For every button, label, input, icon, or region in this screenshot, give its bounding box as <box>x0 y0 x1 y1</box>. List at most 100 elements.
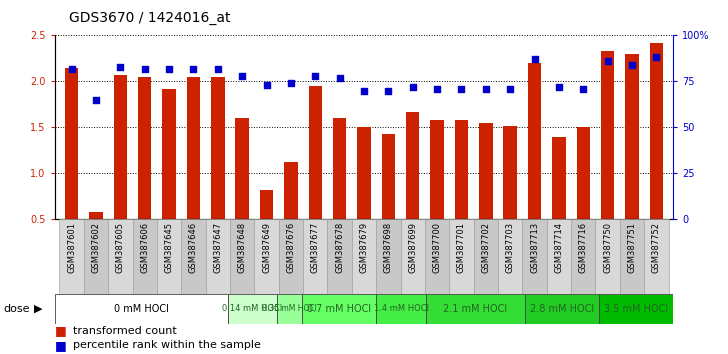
Text: 0.35 mM HOCl: 0.35 mM HOCl <box>262 304 317 313</box>
Text: GSM387752: GSM387752 <box>652 222 661 273</box>
Bar <box>211 77 224 219</box>
Point <box>602 58 614 64</box>
Bar <box>132 219 157 294</box>
Bar <box>620 219 644 294</box>
Bar <box>260 190 273 219</box>
Bar <box>376 294 426 324</box>
Text: GSM387714: GSM387714 <box>555 222 563 273</box>
Bar <box>599 294 673 324</box>
Bar <box>376 219 400 294</box>
Text: GSM387677: GSM387677 <box>311 222 320 273</box>
Text: 2.1 mM HOCl: 2.1 mM HOCl <box>443 304 507 314</box>
Bar <box>547 219 571 294</box>
Bar <box>302 294 376 324</box>
Point <box>456 86 467 92</box>
Point <box>334 75 346 81</box>
Text: GSM387703: GSM387703 <box>506 222 515 273</box>
Bar <box>277 294 302 324</box>
Point <box>407 84 419 90</box>
Bar <box>596 219 620 294</box>
Bar <box>333 118 347 219</box>
Text: GSM387701: GSM387701 <box>457 222 466 273</box>
Text: GSM387750: GSM387750 <box>603 222 612 273</box>
Bar <box>352 219 376 294</box>
Bar <box>381 134 395 219</box>
Text: 0 mM HOCl: 0 mM HOCl <box>114 304 169 314</box>
Bar <box>187 77 200 219</box>
Bar <box>400 219 425 294</box>
Text: ■: ■ <box>55 339 66 352</box>
Point <box>212 66 223 72</box>
Bar <box>90 212 103 219</box>
Text: GSM387601: GSM387601 <box>67 222 76 273</box>
Bar <box>528 63 541 219</box>
Point <box>163 66 175 72</box>
Text: GSM387699: GSM387699 <box>408 222 417 273</box>
Bar <box>279 219 303 294</box>
Point <box>480 86 491 92</box>
Text: GSM387646: GSM387646 <box>189 222 198 273</box>
Bar <box>625 54 638 219</box>
Point <box>651 55 662 60</box>
Bar <box>571 219 596 294</box>
Point <box>431 86 443 92</box>
Point <box>577 86 589 92</box>
Text: 3.5 mM HOCl: 3.5 mM HOCl <box>604 304 668 314</box>
Text: GSM387751: GSM387751 <box>628 222 636 273</box>
Bar <box>157 219 181 294</box>
Point <box>90 97 102 103</box>
Text: GSM387713: GSM387713 <box>530 222 539 273</box>
Bar <box>357 127 371 219</box>
Text: GDS3670 / 1424016_at: GDS3670 / 1424016_at <box>69 11 231 25</box>
Text: ■: ■ <box>55 325 66 337</box>
Bar <box>205 219 230 294</box>
Text: GSM387702: GSM387702 <box>481 222 491 273</box>
Text: GSM387645: GSM387645 <box>165 222 173 273</box>
Text: 2.8 mM HOCl: 2.8 mM HOCl <box>530 304 594 314</box>
Text: GSM387606: GSM387606 <box>141 222 149 273</box>
Bar <box>230 219 254 294</box>
Bar <box>504 126 517 219</box>
Bar <box>162 89 175 219</box>
Text: GSM387647: GSM387647 <box>213 222 222 273</box>
Text: GSM387700: GSM387700 <box>432 222 442 273</box>
Bar <box>254 219 279 294</box>
Text: GSM387679: GSM387679 <box>360 222 368 273</box>
Text: GSM387648: GSM387648 <box>237 222 247 273</box>
Bar <box>449 219 474 294</box>
Point <box>114 64 126 69</box>
Text: GSM387678: GSM387678 <box>335 222 344 273</box>
Bar <box>406 112 419 219</box>
Bar <box>108 219 132 294</box>
Bar <box>309 86 322 219</box>
Text: GSM387605: GSM387605 <box>116 222 125 273</box>
Point <box>626 62 638 68</box>
Text: GSM387698: GSM387698 <box>384 222 393 273</box>
Text: GSM387602: GSM387602 <box>92 222 100 273</box>
Point <box>188 66 199 72</box>
Text: 0.14 mM HOCl: 0.14 mM HOCl <box>223 304 282 313</box>
Bar <box>328 219 352 294</box>
Point <box>382 88 394 93</box>
Text: GSM387676: GSM387676 <box>286 222 296 273</box>
Point <box>285 80 297 86</box>
Text: transformed count: transformed count <box>73 326 177 336</box>
Bar <box>455 120 468 219</box>
Text: GSM387716: GSM387716 <box>579 222 587 273</box>
Text: percentile rank within the sample: percentile rank within the sample <box>73 340 261 350</box>
Bar <box>601 51 614 219</box>
Bar <box>644 219 668 294</box>
Bar <box>181 219 205 294</box>
Bar <box>114 75 127 219</box>
Point <box>553 84 565 90</box>
Bar <box>523 219 547 294</box>
Text: dose: dose <box>4 304 30 314</box>
Point <box>529 57 540 62</box>
Point <box>505 86 516 92</box>
Bar <box>303 219 328 294</box>
Point <box>261 82 272 88</box>
Point <box>139 66 151 72</box>
Bar <box>228 294 277 324</box>
Bar <box>84 219 108 294</box>
Bar <box>479 123 493 219</box>
